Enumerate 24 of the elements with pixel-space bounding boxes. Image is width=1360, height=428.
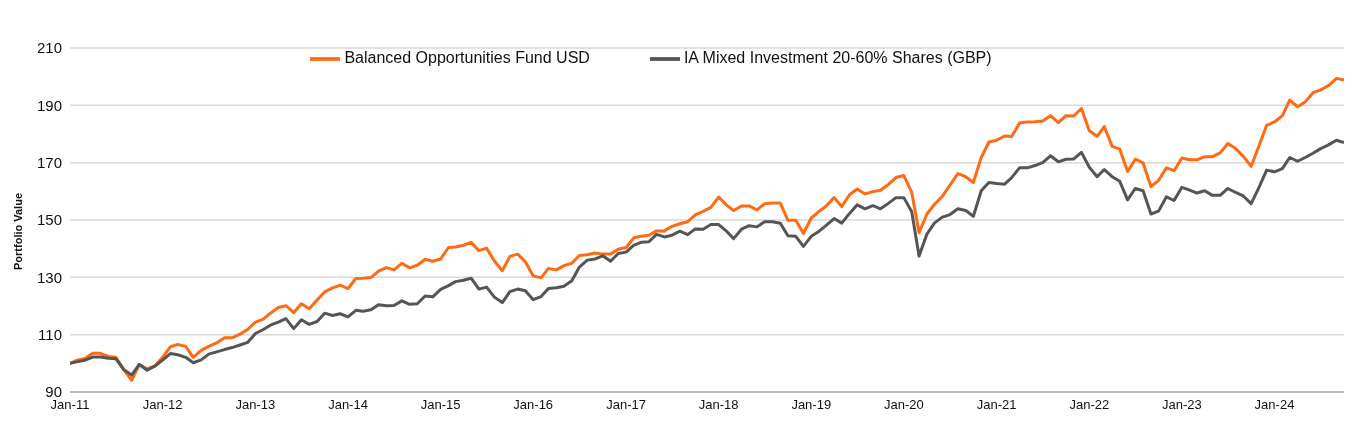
y-tick-label: 130 bbox=[36, 268, 62, 286]
x-tick-label: Jan-24 bbox=[1254, 397, 1295, 413]
y-tick-label: 190 bbox=[36, 96, 62, 114]
legend-label: Balanced Opportunities Fund USD bbox=[344, 49, 590, 67]
x-tick-label: Jan-19 bbox=[791, 397, 832, 413]
x-tick-label: Jan-15 bbox=[420, 397, 461, 413]
y-tick-label: 210 bbox=[36, 39, 62, 57]
y-tick-label: 170 bbox=[36, 153, 62, 171]
x-tick-label: Jan-20 bbox=[883, 397, 924, 413]
line-series bbox=[70, 138, 1344, 377]
line-series bbox=[70, 76, 1344, 382]
x-tick-label: Jan-22 bbox=[1069, 397, 1110, 413]
x-tick-label: Jan-12 bbox=[142, 397, 183, 413]
x-tick-label: Jan-16 bbox=[513, 397, 554, 413]
y-tick-label: 150 bbox=[36, 211, 62, 229]
x-tick-label: Jan-14 bbox=[328, 397, 368, 413]
x-tick-label: Jan-18 bbox=[698, 397, 739, 413]
y-axis-title: Portfolio Value bbox=[11, 192, 24, 270]
x-tick-label: Jan-17 bbox=[606, 397, 646, 413]
x-tick-label: Jan-23 bbox=[1162, 397, 1202, 413]
x-tick-label: Jan-21 bbox=[976, 397, 1017, 413]
x-tick-label: Jan-13 bbox=[235, 397, 276, 413]
legend-label: IA Mixed Investment 20-60% Shares (GBP) bbox=[683, 49, 992, 67]
y-tick-label: 110 bbox=[38, 325, 62, 343]
